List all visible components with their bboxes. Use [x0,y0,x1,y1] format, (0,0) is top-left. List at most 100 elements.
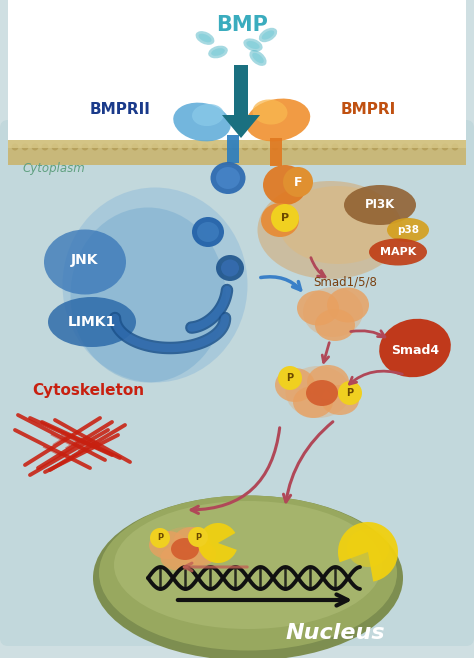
Ellipse shape [246,99,310,141]
Circle shape [392,143,399,151]
Wedge shape [198,523,237,563]
Circle shape [62,143,69,151]
Bar [270,138,282,166]
Circle shape [188,527,208,547]
Ellipse shape [192,104,224,126]
Ellipse shape [71,207,226,382]
Circle shape [201,143,209,151]
Circle shape [362,143,368,151]
Circle shape [101,143,109,151]
Bar [227,135,239,163]
Ellipse shape [93,495,403,658]
Ellipse shape [216,255,244,281]
Ellipse shape [261,203,299,237]
Ellipse shape [197,222,219,242]
Ellipse shape [327,288,369,322]
Ellipse shape [307,365,349,399]
Ellipse shape [293,386,333,418]
Text: JNK: JNK [71,253,99,267]
Circle shape [131,143,138,151]
Ellipse shape [210,162,246,194]
Circle shape [352,143,358,151]
Circle shape [262,143,268,151]
Circle shape [338,381,362,405]
Ellipse shape [221,259,239,276]
Ellipse shape [208,45,228,59]
Ellipse shape [211,48,225,56]
Text: F: F [294,176,302,188]
Circle shape [172,143,179,151]
Ellipse shape [344,185,416,225]
Text: PI3K: PI3K [365,199,395,211]
Circle shape [331,143,338,151]
Circle shape [21,143,28,151]
Ellipse shape [259,28,277,42]
Text: BMPRI: BMPRI [340,103,396,118]
Text: p38: p38 [397,225,419,235]
Circle shape [231,143,238,151]
Circle shape [421,143,428,151]
Wedge shape [338,522,398,582]
Text: LIMK1: LIMK1 [68,315,116,329]
Ellipse shape [216,167,240,189]
Bar [234,65,248,117]
Text: MAPK: MAPK [380,247,416,257]
Ellipse shape [279,186,397,264]
Circle shape [182,143,189,151]
Ellipse shape [297,290,339,326]
Circle shape [121,143,128,151]
Ellipse shape [257,181,402,279]
Text: Nucleus: Nucleus [285,623,385,643]
Ellipse shape [315,309,355,341]
Circle shape [221,143,228,151]
Text: Smad4: Smad4 [391,343,439,357]
Circle shape [111,143,118,151]
Circle shape [52,143,58,151]
Text: Cytoplasm: Cytoplasm [22,162,85,175]
Circle shape [401,143,409,151]
Circle shape [142,143,148,151]
Text: P: P [286,373,293,383]
Ellipse shape [99,495,397,651]
Circle shape [162,143,168,151]
Ellipse shape [387,218,429,242]
Circle shape [283,167,313,197]
Circle shape [150,528,170,548]
Ellipse shape [379,318,451,377]
Ellipse shape [263,165,307,205]
Ellipse shape [246,41,260,49]
Circle shape [241,143,248,151]
Circle shape [271,204,299,232]
Circle shape [382,143,389,151]
Ellipse shape [321,385,359,415]
Circle shape [72,143,79,151]
Ellipse shape [184,542,216,566]
Ellipse shape [306,380,338,406]
Circle shape [152,143,158,151]
Ellipse shape [275,368,315,402]
Text: P: P [346,388,354,398]
Circle shape [321,143,328,151]
Circle shape [411,143,419,151]
Ellipse shape [199,34,211,42]
Circle shape [282,143,289,151]
Circle shape [452,143,458,151]
Ellipse shape [249,50,266,66]
Ellipse shape [252,53,264,63]
Circle shape [42,143,48,151]
Circle shape [311,143,319,151]
Bar [8,0,466,140]
Bar [8,140,466,148]
Ellipse shape [173,103,231,141]
Circle shape [252,143,258,151]
Circle shape [11,143,18,151]
FancyBboxPatch shape [0,120,474,646]
Text: Smad1/5/8: Smad1/5/8 [313,276,377,288]
Ellipse shape [157,527,212,569]
Ellipse shape [262,30,274,39]
Ellipse shape [174,527,210,553]
Circle shape [292,143,299,151]
Ellipse shape [114,501,382,629]
Text: P: P [157,534,163,542]
Text: P: P [281,213,289,223]
